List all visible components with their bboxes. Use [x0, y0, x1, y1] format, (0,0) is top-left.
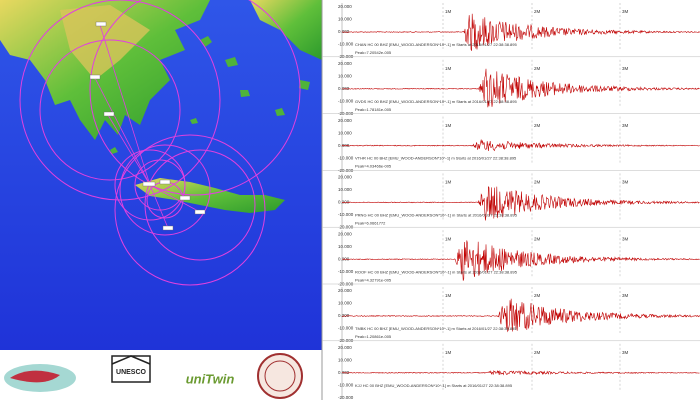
- waveform: [341, 186, 700, 221]
- amplitude-tick-label: -10.000: [338, 382, 354, 387]
- logo-text: uniTwin: [186, 371, 235, 386]
- time-tick-label: 1M: [445, 9, 452, 14]
- waveform: [341, 298, 700, 333]
- amplitude-tick-label: 0.000: [338, 256, 350, 261]
- trace-label: PRNG HC 00 BHZ [EMU_WOOD-ANDERSON*10^-1]…: [355, 212, 518, 217]
- amplitude-tick-label: 0.000: [338, 143, 350, 148]
- amplitude-tick-label: 20.000: [338, 118, 352, 123]
- time-tick-label: 3M: [622, 123, 629, 128]
- time-tick-label: 2M: [534, 9, 541, 14]
- amplitude-tick-label: -10.000: [338, 326, 354, 331]
- trace-label: TMBK HC 00 BHZ [EMU_WOOD-ANDERSON*10^-1]…: [355, 326, 517, 331]
- amplitude-tick-label: 20.000: [338, 231, 352, 236]
- trace-peak: Peak=1.78181e-005: [355, 107, 392, 112]
- time-tick-label: 1M: [445, 350, 452, 355]
- waveform: [341, 369, 700, 376]
- trace-peak: Peak=1.20861e-005: [355, 334, 392, 339]
- time-tick-label: 1M: [445, 293, 452, 298]
- amplitude-tick-label: 0.000: [338, 313, 350, 318]
- trace-label: VTHR HC 00 BHZ [EMU_WOOD-ANDERSON*10^-1]…: [355, 156, 517, 161]
- trace-peak: Peak=7.20542e-005: [355, 50, 392, 55]
- amplitude-tick-label: -10.000: [338, 155, 354, 160]
- amplitude-tick-label: 10.000: [338, 244, 352, 249]
- trace-peak: Peak=4.32791e-005: [355, 277, 392, 282]
- amplitude-tick-label: -10.000: [338, 42, 354, 47]
- amplitude-tick-label: -10.000: [338, 269, 354, 274]
- time-tick-label: 1M: [445, 123, 452, 128]
- waveform: [341, 68, 700, 108]
- amplitude-tick-label: 10.000: [338, 301, 352, 306]
- waveform: [341, 139, 700, 152]
- amplitude-tick-label: 10.000: [338, 357, 352, 362]
- time-tick-label: 1M: [445, 180, 452, 185]
- time-tick-label: 2M: [534, 236, 541, 241]
- time-tick-label: 1M: [445, 66, 452, 71]
- amplitude-tick-label: 10.000: [338, 17, 352, 22]
- amplitude-tick-label: 0.000: [338, 86, 350, 91]
- amplitude-tick-label: 10.000: [338, 187, 352, 192]
- trace-peak: Peak=4.03466e-005: [355, 164, 392, 169]
- time-tick-label: 2M: [534, 180, 541, 185]
- amplitude-tick-label: 10.000: [338, 73, 352, 78]
- trace-peak: Peak=6.0661772: [355, 220, 386, 225]
- time-tick-label: 1M: [445, 236, 452, 241]
- time-tick-label: 3M: [622, 293, 629, 298]
- amplitude-tick-label: 0.000: [338, 29, 350, 34]
- amplitude-tick-label: 20.000: [338, 175, 352, 180]
- map: [0, 0, 322, 350]
- trace-label: CHAN HC 00 BHZ [EMU_WOOD-ANDERSON*10^-1]…: [355, 42, 517, 47]
- trace-label: KJJ HC 00 BHZ [EMU_WOOD-ANDERSON*10^-1] …: [355, 383, 513, 388]
- amplitude-tick-label: 20.000: [338, 61, 352, 66]
- amplitude-tick-label: -10.000: [338, 212, 354, 217]
- logo-text: UNESCO: [116, 369, 147, 376]
- amplitude-tick-label: 20.000: [338, 4, 352, 9]
- time-tick-label: 3M: [622, 9, 629, 14]
- seismograms: 20.000 10.000 0.000 -10.000 -20.000 1M 2M 3M CHA…: [322, 3, 700, 400]
- trace-label: ROOF HC 00 BHZ [EMU_WOOD-ANDERSON*10^-1]…: [355, 269, 518, 274]
- amplitude-tick-label: -20.000: [338, 395, 354, 400]
- trace-label: GVDS HC 00 BHZ [EMU_WOOD-ANDERSON*10^-1]…: [355, 99, 517, 104]
- time-tick-label: 3M: [622, 180, 629, 185]
- logos: UNESCO uniTwin: [0, 350, 322, 400]
- time-tick-label: 2M: [534, 350, 541, 355]
- waveform: [341, 13, 700, 51]
- amplitude-tick-label: 20.000: [338, 345, 352, 350]
- time-tick-label: 3M: [622, 350, 629, 355]
- time-tick-label: 3M: [622, 236, 629, 241]
- time-tick-label: 2M: [534, 66, 541, 71]
- time-tick-label: 2M: [534, 123, 541, 128]
- amplitude-tick-label: -10.000: [338, 98, 354, 103]
- amplitude-tick-label: 20.000: [338, 288, 352, 293]
- time-tick-label: 3M: [622, 66, 629, 71]
- time-tick-label: 2M: [534, 293, 541, 298]
- amplitude-tick-label: 10.000: [338, 130, 352, 135]
- waveform: [341, 240, 700, 281]
